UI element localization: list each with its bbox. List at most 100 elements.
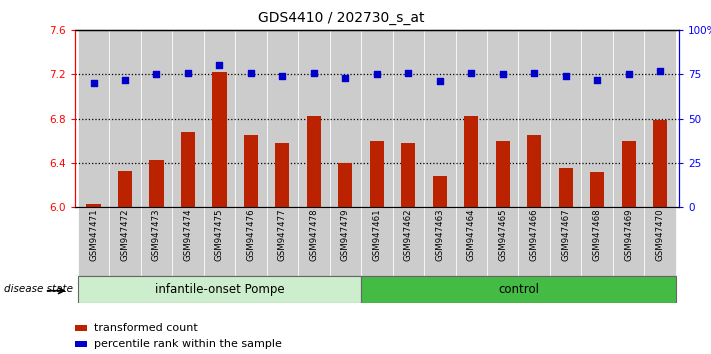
- Text: GSM947478: GSM947478: [309, 209, 319, 261]
- Bar: [338, 163, 353, 207]
- Bar: [204, 30, 235, 207]
- Text: GSM947471: GSM947471: [89, 209, 98, 261]
- Bar: [267, 30, 298, 207]
- Bar: [275, 143, 289, 207]
- Bar: [401, 143, 415, 207]
- Point: [182, 70, 193, 75]
- Text: GSM947465: GSM947465: [498, 209, 507, 261]
- Point: [119, 77, 131, 82]
- Text: GSM947461: GSM947461: [373, 209, 381, 261]
- Point: [466, 70, 477, 75]
- Bar: [141, 30, 172, 207]
- Text: GSM947479: GSM947479: [341, 209, 350, 261]
- Bar: [77, 30, 109, 207]
- Bar: [77, 276, 361, 303]
- Text: GSM947464: GSM947464: [466, 209, 476, 261]
- Bar: [424, 30, 456, 207]
- Text: GSM947474: GSM947474: [183, 209, 193, 261]
- Bar: [370, 141, 384, 207]
- Text: GSM947463: GSM947463: [435, 209, 444, 261]
- Text: transformed count: transformed count: [94, 323, 198, 333]
- Text: GSM947469: GSM947469: [624, 209, 633, 261]
- Bar: [109, 30, 141, 207]
- Text: GDS4410 / 202730_s_at: GDS4410 / 202730_s_at: [258, 11, 424, 25]
- Bar: [172, 207, 204, 276]
- Bar: [267, 207, 298, 276]
- Point: [277, 73, 288, 79]
- Bar: [77, 207, 109, 276]
- Bar: [392, 207, 424, 276]
- Text: percentile rank within the sample: percentile rank within the sample: [94, 339, 282, 349]
- Bar: [527, 135, 541, 207]
- Bar: [235, 30, 267, 207]
- Text: GSM947476: GSM947476: [247, 209, 255, 261]
- Bar: [644, 207, 676, 276]
- Text: control: control: [498, 283, 539, 296]
- Bar: [235, 207, 267, 276]
- Bar: [487, 30, 518, 207]
- Point: [497, 72, 508, 77]
- Bar: [298, 207, 330, 276]
- Bar: [172, 30, 204, 207]
- Bar: [244, 135, 258, 207]
- Bar: [75, 341, 87, 347]
- Point: [308, 70, 319, 75]
- Bar: [464, 116, 479, 207]
- Bar: [496, 141, 510, 207]
- Bar: [298, 30, 330, 207]
- Bar: [550, 207, 582, 276]
- Point: [88, 80, 100, 86]
- Point: [654, 68, 665, 74]
- Bar: [456, 207, 487, 276]
- Point: [528, 70, 540, 75]
- Bar: [109, 207, 141, 276]
- Bar: [181, 132, 195, 207]
- Bar: [361, 276, 676, 303]
- Bar: [204, 207, 235, 276]
- Bar: [433, 176, 447, 207]
- Text: GSM947468: GSM947468: [593, 209, 602, 261]
- Point: [340, 75, 351, 81]
- Bar: [306, 116, 321, 207]
- Bar: [550, 30, 582, 207]
- Bar: [424, 207, 456, 276]
- Bar: [518, 207, 550, 276]
- Bar: [456, 30, 487, 207]
- Point: [560, 73, 572, 79]
- Bar: [644, 30, 676, 207]
- Bar: [118, 171, 132, 207]
- Point: [245, 70, 257, 75]
- Bar: [361, 207, 392, 276]
- Text: GSM947472: GSM947472: [121, 209, 129, 261]
- Text: GSM947477: GSM947477: [278, 209, 287, 261]
- Bar: [213, 72, 227, 207]
- Bar: [87, 204, 101, 207]
- Text: GSM947473: GSM947473: [152, 209, 161, 261]
- Bar: [582, 207, 613, 276]
- Bar: [330, 207, 361, 276]
- Text: disease state: disease state: [4, 284, 73, 295]
- Bar: [361, 30, 392, 207]
- Bar: [392, 30, 424, 207]
- Bar: [559, 169, 573, 207]
- Bar: [582, 30, 613, 207]
- Point: [214, 63, 225, 68]
- Text: GSM947466: GSM947466: [530, 209, 539, 261]
- Point: [371, 72, 383, 77]
- Text: GSM947470: GSM947470: [656, 209, 665, 261]
- Bar: [590, 172, 604, 207]
- Point: [592, 77, 603, 82]
- Text: GSM947467: GSM947467: [561, 209, 570, 261]
- Bar: [518, 30, 550, 207]
- Point: [402, 70, 414, 75]
- Text: GSM947475: GSM947475: [215, 209, 224, 261]
- Bar: [75, 325, 87, 331]
- Point: [434, 79, 446, 84]
- Bar: [149, 160, 164, 207]
- Bar: [613, 207, 644, 276]
- Bar: [653, 120, 667, 207]
- Bar: [613, 30, 644, 207]
- Point: [623, 72, 634, 77]
- Bar: [141, 207, 172, 276]
- Point: [151, 72, 162, 77]
